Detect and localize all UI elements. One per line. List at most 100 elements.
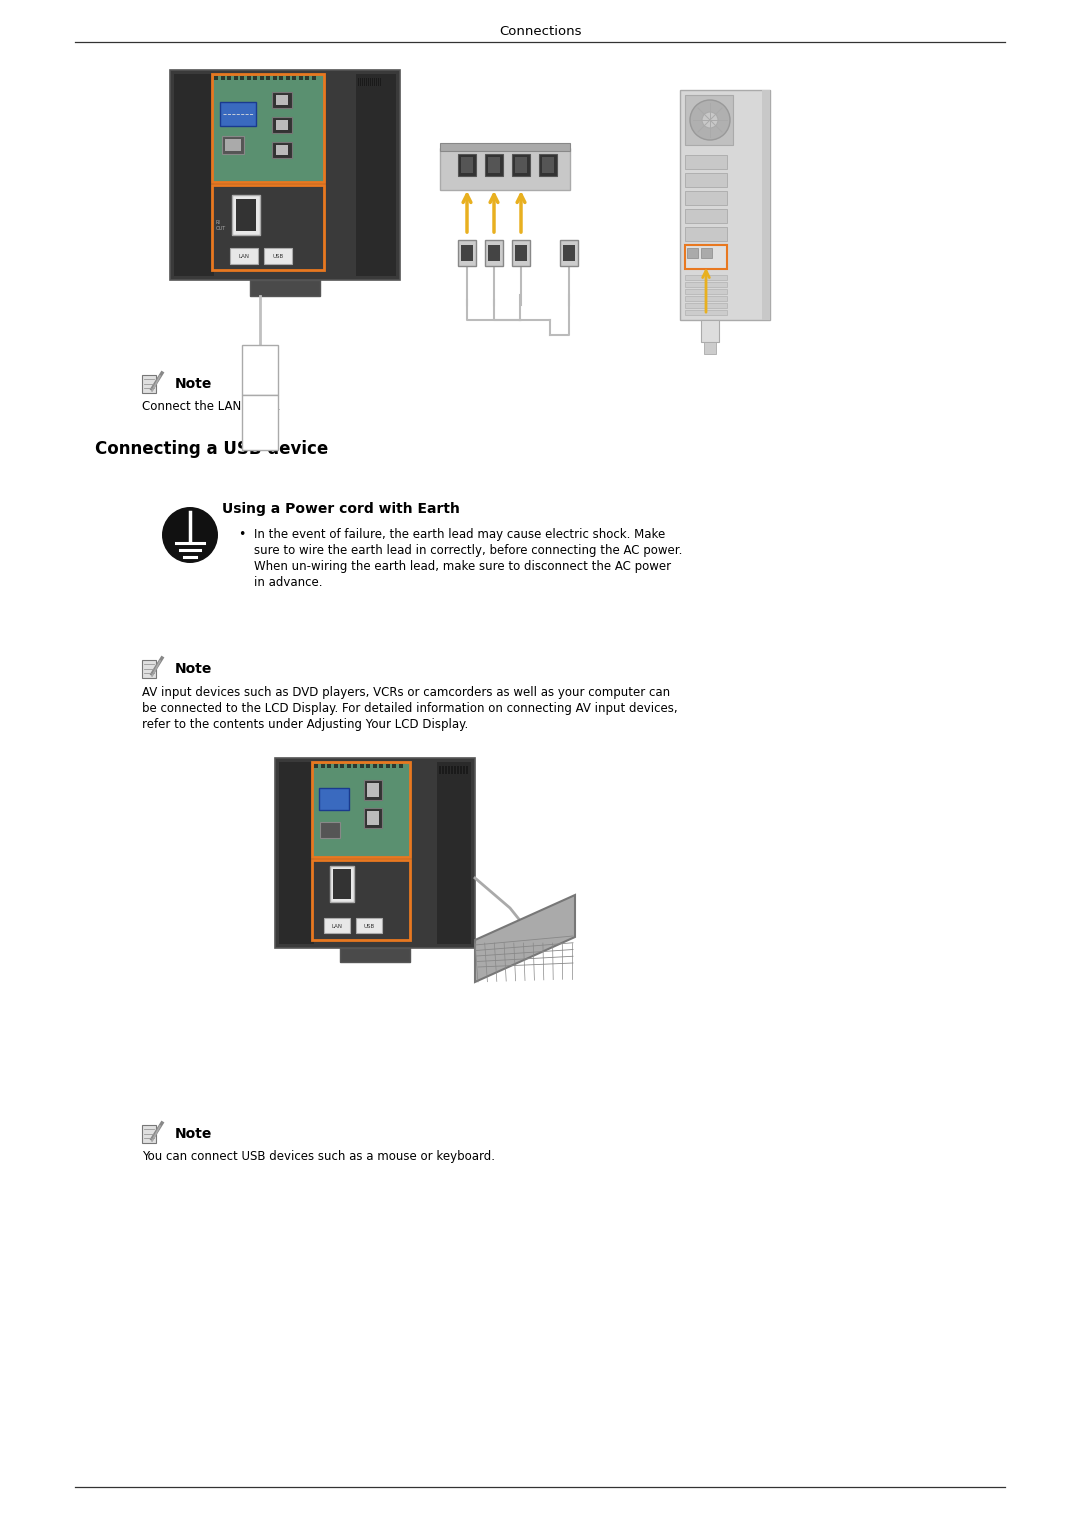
- FancyBboxPatch shape: [170, 70, 400, 279]
- FancyBboxPatch shape: [485, 240, 503, 266]
- FancyBboxPatch shape: [379, 764, 383, 768]
- Text: Using a Power cord with Earth: Using a Power cord with Earth: [222, 502, 460, 516]
- FancyBboxPatch shape: [461, 244, 473, 261]
- Text: be connected to the LCD Display. For detailed information on connecting AV input: be connected to the LCD Display. For det…: [141, 702, 677, 715]
- FancyBboxPatch shape: [214, 76, 218, 79]
- Text: Note: Note: [175, 1127, 213, 1141]
- FancyBboxPatch shape: [451, 767, 453, 774]
- FancyBboxPatch shape: [212, 73, 324, 182]
- FancyBboxPatch shape: [457, 767, 459, 774]
- FancyBboxPatch shape: [242, 345, 278, 395]
- FancyBboxPatch shape: [463, 767, 465, 774]
- FancyBboxPatch shape: [437, 762, 471, 944]
- FancyBboxPatch shape: [539, 154, 557, 176]
- Text: You can connect USB devices such as a mouse or keyboard.: You can connect USB devices such as a mo…: [141, 1150, 495, 1164]
- FancyBboxPatch shape: [563, 244, 575, 261]
- FancyBboxPatch shape: [311, 76, 315, 79]
- FancyBboxPatch shape: [685, 156, 727, 169]
- FancyBboxPatch shape: [347, 764, 351, 768]
- Text: LAN: LAN: [239, 253, 249, 258]
- FancyBboxPatch shape: [685, 209, 727, 223]
- Circle shape: [702, 111, 718, 128]
- FancyBboxPatch shape: [320, 822, 340, 838]
- FancyBboxPatch shape: [685, 289, 727, 295]
- FancyBboxPatch shape: [246, 76, 251, 79]
- Text: Note: Note: [175, 663, 213, 676]
- FancyBboxPatch shape: [687, 247, 698, 258]
- Circle shape: [690, 99, 730, 140]
- FancyBboxPatch shape: [438, 767, 441, 774]
- Text: Connecting a USB device: Connecting a USB device: [95, 440, 328, 458]
- FancyBboxPatch shape: [276, 121, 288, 130]
- FancyBboxPatch shape: [232, 195, 260, 235]
- FancyBboxPatch shape: [465, 767, 468, 774]
- FancyBboxPatch shape: [264, 247, 292, 264]
- FancyBboxPatch shape: [340, 948, 410, 962]
- FancyBboxPatch shape: [340, 764, 345, 768]
- FancyBboxPatch shape: [222, 136, 244, 154]
- FancyBboxPatch shape: [445, 767, 447, 774]
- Text: AV input devices such as DVD players, VCRs or camcorders as well as your compute: AV input devices such as DVD players, VC…: [141, 686, 670, 699]
- Text: LAN: LAN: [332, 924, 342, 928]
- FancyBboxPatch shape: [512, 240, 530, 266]
- FancyBboxPatch shape: [685, 173, 727, 186]
- FancyBboxPatch shape: [685, 228, 727, 241]
- FancyBboxPatch shape: [305, 76, 309, 79]
- FancyBboxPatch shape: [285, 76, 289, 79]
- FancyBboxPatch shape: [319, 788, 349, 809]
- FancyBboxPatch shape: [448, 767, 450, 774]
- FancyBboxPatch shape: [279, 76, 283, 79]
- FancyBboxPatch shape: [242, 395, 278, 450]
- FancyBboxPatch shape: [460, 767, 462, 774]
- FancyBboxPatch shape: [367, 811, 379, 825]
- FancyBboxPatch shape: [685, 275, 727, 279]
- FancyBboxPatch shape: [458, 240, 476, 266]
- FancyBboxPatch shape: [324, 918, 350, 933]
- FancyBboxPatch shape: [353, 764, 357, 768]
- FancyBboxPatch shape: [488, 157, 500, 173]
- FancyBboxPatch shape: [275, 757, 475, 948]
- FancyBboxPatch shape: [685, 191, 727, 205]
- FancyBboxPatch shape: [356, 73, 396, 276]
- FancyBboxPatch shape: [515, 157, 527, 173]
- FancyBboxPatch shape: [237, 199, 256, 231]
- FancyBboxPatch shape: [685, 302, 727, 308]
- FancyBboxPatch shape: [141, 1125, 156, 1144]
- FancyBboxPatch shape: [701, 247, 712, 258]
- FancyBboxPatch shape: [233, 76, 238, 79]
- FancyBboxPatch shape: [227, 76, 231, 79]
- FancyBboxPatch shape: [399, 764, 403, 768]
- Circle shape: [162, 507, 218, 563]
- FancyBboxPatch shape: [276, 95, 288, 105]
- FancyBboxPatch shape: [212, 185, 324, 270]
- FancyBboxPatch shape: [174, 73, 214, 276]
- FancyBboxPatch shape: [272, 76, 276, 79]
- FancyBboxPatch shape: [440, 144, 570, 151]
- FancyBboxPatch shape: [366, 764, 370, 768]
- FancyBboxPatch shape: [704, 342, 716, 354]
- Text: USB: USB: [364, 924, 375, 928]
- FancyBboxPatch shape: [364, 808, 382, 828]
- FancyBboxPatch shape: [321, 764, 324, 768]
- Text: Connect the LAN cable.: Connect the LAN cable.: [141, 400, 281, 412]
- FancyBboxPatch shape: [685, 95, 733, 145]
- FancyBboxPatch shape: [292, 76, 296, 79]
- FancyBboxPatch shape: [272, 92, 292, 108]
- FancyBboxPatch shape: [327, 764, 330, 768]
- FancyBboxPatch shape: [253, 76, 257, 79]
- FancyBboxPatch shape: [249, 279, 320, 296]
- FancyBboxPatch shape: [240, 76, 244, 79]
- FancyBboxPatch shape: [220, 102, 256, 127]
- Text: Connections: Connections: [499, 24, 581, 38]
- FancyBboxPatch shape: [701, 321, 719, 342]
- FancyBboxPatch shape: [266, 76, 270, 79]
- FancyBboxPatch shape: [542, 157, 554, 173]
- Text: •: •: [238, 528, 245, 541]
- Text: sure to wire the earth lead in correctly, before connecting the AC power.: sure to wire the earth lead in correctly…: [254, 544, 683, 557]
- FancyBboxPatch shape: [220, 76, 225, 79]
- FancyBboxPatch shape: [333, 869, 351, 899]
- FancyBboxPatch shape: [364, 780, 382, 800]
- FancyBboxPatch shape: [488, 244, 500, 261]
- Text: refer to the contents under Adjusting Your LCD Display.: refer to the contents under Adjusting Yo…: [141, 718, 469, 731]
- FancyBboxPatch shape: [440, 148, 570, 189]
